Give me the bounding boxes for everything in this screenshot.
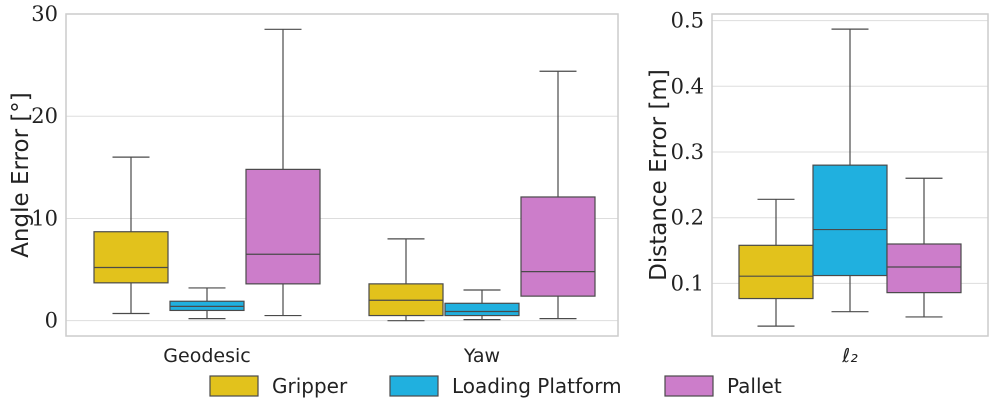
box-iqr — [245, 168, 321, 285]
legend-item: Loading Platform — [389, 374, 622, 398]
box-loading-platform — [169, 287, 245, 320]
chart-panel-1: 0 10 20 30 Angle Error [°] Geodesic Yaw — [8, 2, 619, 367]
y-tick-label: 30 — [31, 2, 58, 26]
legend-swatch — [389, 375, 439, 397]
box-gripper — [738, 198, 814, 327]
y-tick-label: 0.2 — [671, 206, 704, 230]
box-gripper — [93, 156, 169, 315]
legend-item: Gripper — [209, 374, 348, 398]
y-tick-label: 0.5 — [671, 9, 704, 33]
legend-label: Gripper — [272, 374, 348, 398]
box-iqr — [886, 243, 962, 294]
y-tick-label: 0.4 — [671, 74, 704, 98]
box-iqr — [520, 196, 596, 297]
y-axis-label: Angle Error [°] — [8, 92, 34, 258]
y-tick-label: 10 — [31, 206, 58, 230]
plot-frame — [711, 13, 989, 337]
box-loading-platform — [812, 28, 888, 313]
x-tick-label: Geodesic — [163, 345, 250, 367]
x-tick-label: ℓ₂ — [841, 345, 858, 367]
box-iqr — [93, 231, 169, 284]
box-iqr — [444, 302, 520, 317]
legend-label: Loading Platform — [452, 374, 622, 398]
legend-swatch — [209, 375, 259, 397]
legend-item: Pallet — [664, 374, 782, 398]
x-tick-label: Yaw — [463, 345, 500, 367]
legend-swatch — [664, 375, 714, 397]
box-iqr — [738, 244, 814, 300]
box-iqr — [812, 164, 888, 277]
plot-frame — [65, 13, 619, 337]
legend-label: Pallet — [727, 374, 782, 398]
box-gripper — [368, 238, 444, 322]
chart-panel-2: 0.1 0.2 0.3 0.4 0.5 Distance Error [m] ℓ₂ — [646, 9, 989, 367]
box-pallet — [245, 28, 321, 317]
box-pallet — [520, 70, 596, 320]
y-tick-label: 0.3 — [671, 140, 704, 164]
box-pallet — [886, 177, 962, 318]
box-loading-platform — [444, 289, 520, 321]
y-axis-label: Distance Error [m] — [646, 69, 672, 281]
y-tick-label: 0 — [45, 309, 58, 333]
y-tick-label: 20 — [31, 104, 58, 128]
y-tick-label: 0.1 — [671, 271, 704, 295]
legend: Gripper Loading Platform Pallet — [209, 374, 782, 398]
